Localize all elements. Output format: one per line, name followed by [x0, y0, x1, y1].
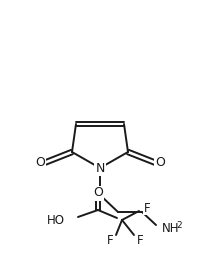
Text: O: O [35, 157, 45, 170]
Text: NH: NH [162, 221, 179, 235]
Text: O: O [93, 187, 103, 200]
Text: O: O [155, 157, 165, 170]
Text: 2: 2 [176, 221, 182, 229]
Text: F: F [144, 201, 150, 214]
Text: F: F [137, 234, 143, 247]
Text: F: F [107, 234, 113, 247]
Text: N: N [95, 161, 105, 174]
Text: HO: HO [47, 214, 65, 227]
